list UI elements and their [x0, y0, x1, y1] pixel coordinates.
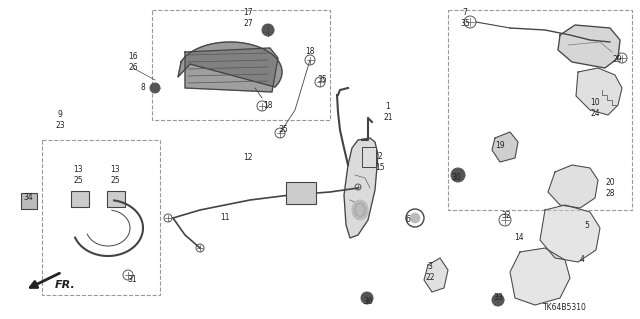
Text: 12: 12: [243, 153, 253, 162]
FancyBboxPatch shape: [362, 147, 376, 167]
Text: 32: 32: [501, 211, 511, 219]
Circle shape: [150, 83, 160, 93]
Text: 8: 8: [141, 84, 145, 93]
Polygon shape: [492, 132, 518, 162]
Text: 34: 34: [23, 194, 33, 203]
Text: 1
21: 1 21: [383, 102, 393, 122]
Text: 9
23: 9 23: [55, 110, 65, 130]
Text: 35: 35: [317, 76, 327, 85]
FancyBboxPatch shape: [71, 191, 89, 207]
Bar: [42, 140, 160, 295]
Text: 18: 18: [305, 48, 315, 56]
Circle shape: [492, 294, 504, 306]
Text: 33: 33: [493, 293, 503, 302]
Polygon shape: [548, 165, 598, 208]
Polygon shape: [178, 42, 282, 87]
FancyBboxPatch shape: [286, 182, 316, 204]
Ellipse shape: [410, 213, 420, 223]
Text: 31: 31: [127, 276, 137, 285]
Text: 30: 30: [451, 174, 461, 182]
Text: 10
24: 10 24: [590, 98, 600, 118]
FancyBboxPatch shape: [21, 193, 37, 209]
Polygon shape: [424, 258, 448, 292]
Polygon shape: [344, 138, 378, 238]
Text: 6: 6: [406, 216, 410, 225]
Text: 36: 36: [363, 298, 373, 307]
Ellipse shape: [352, 200, 368, 220]
Text: 19: 19: [495, 140, 505, 150]
Text: 13
25: 13 25: [110, 165, 120, 185]
Circle shape: [451, 168, 465, 182]
Circle shape: [262, 24, 274, 36]
Bar: [448, 10, 632, 210]
Text: 20
28: 20 28: [605, 178, 615, 198]
Text: 29: 29: [612, 56, 622, 64]
Text: 11: 11: [220, 213, 230, 222]
Text: 5: 5: [584, 220, 589, 229]
Polygon shape: [510, 248, 570, 305]
Text: TK64B5310: TK64B5310: [543, 303, 587, 312]
Polygon shape: [540, 205, 600, 262]
Text: 13
25: 13 25: [73, 165, 83, 185]
Text: 3
22: 3 22: [425, 262, 435, 282]
Text: 35: 35: [278, 125, 288, 135]
Polygon shape: [185, 48, 278, 92]
Polygon shape: [558, 25, 620, 68]
Text: FR.: FR.: [55, 280, 76, 290]
FancyBboxPatch shape: [107, 191, 125, 207]
Circle shape: [361, 292, 373, 304]
Text: 16
26: 16 26: [128, 52, 138, 72]
Text: 18: 18: [263, 100, 273, 109]
Polygon shape: [576, 68, 622, 115]
Bar: [152, 10, 330, 120]
Text: 7
35: 7 35: [460, 8, 470, 28]
Text: 2
15: 2 15: [375, 152, 385, 172]
Text: 14: 14: [514, 233, 524, 241]
Text: 4: 4: [580, 256, 584, 264]
Text: 17
27: 17 27: [243, 8, 253, 28]
